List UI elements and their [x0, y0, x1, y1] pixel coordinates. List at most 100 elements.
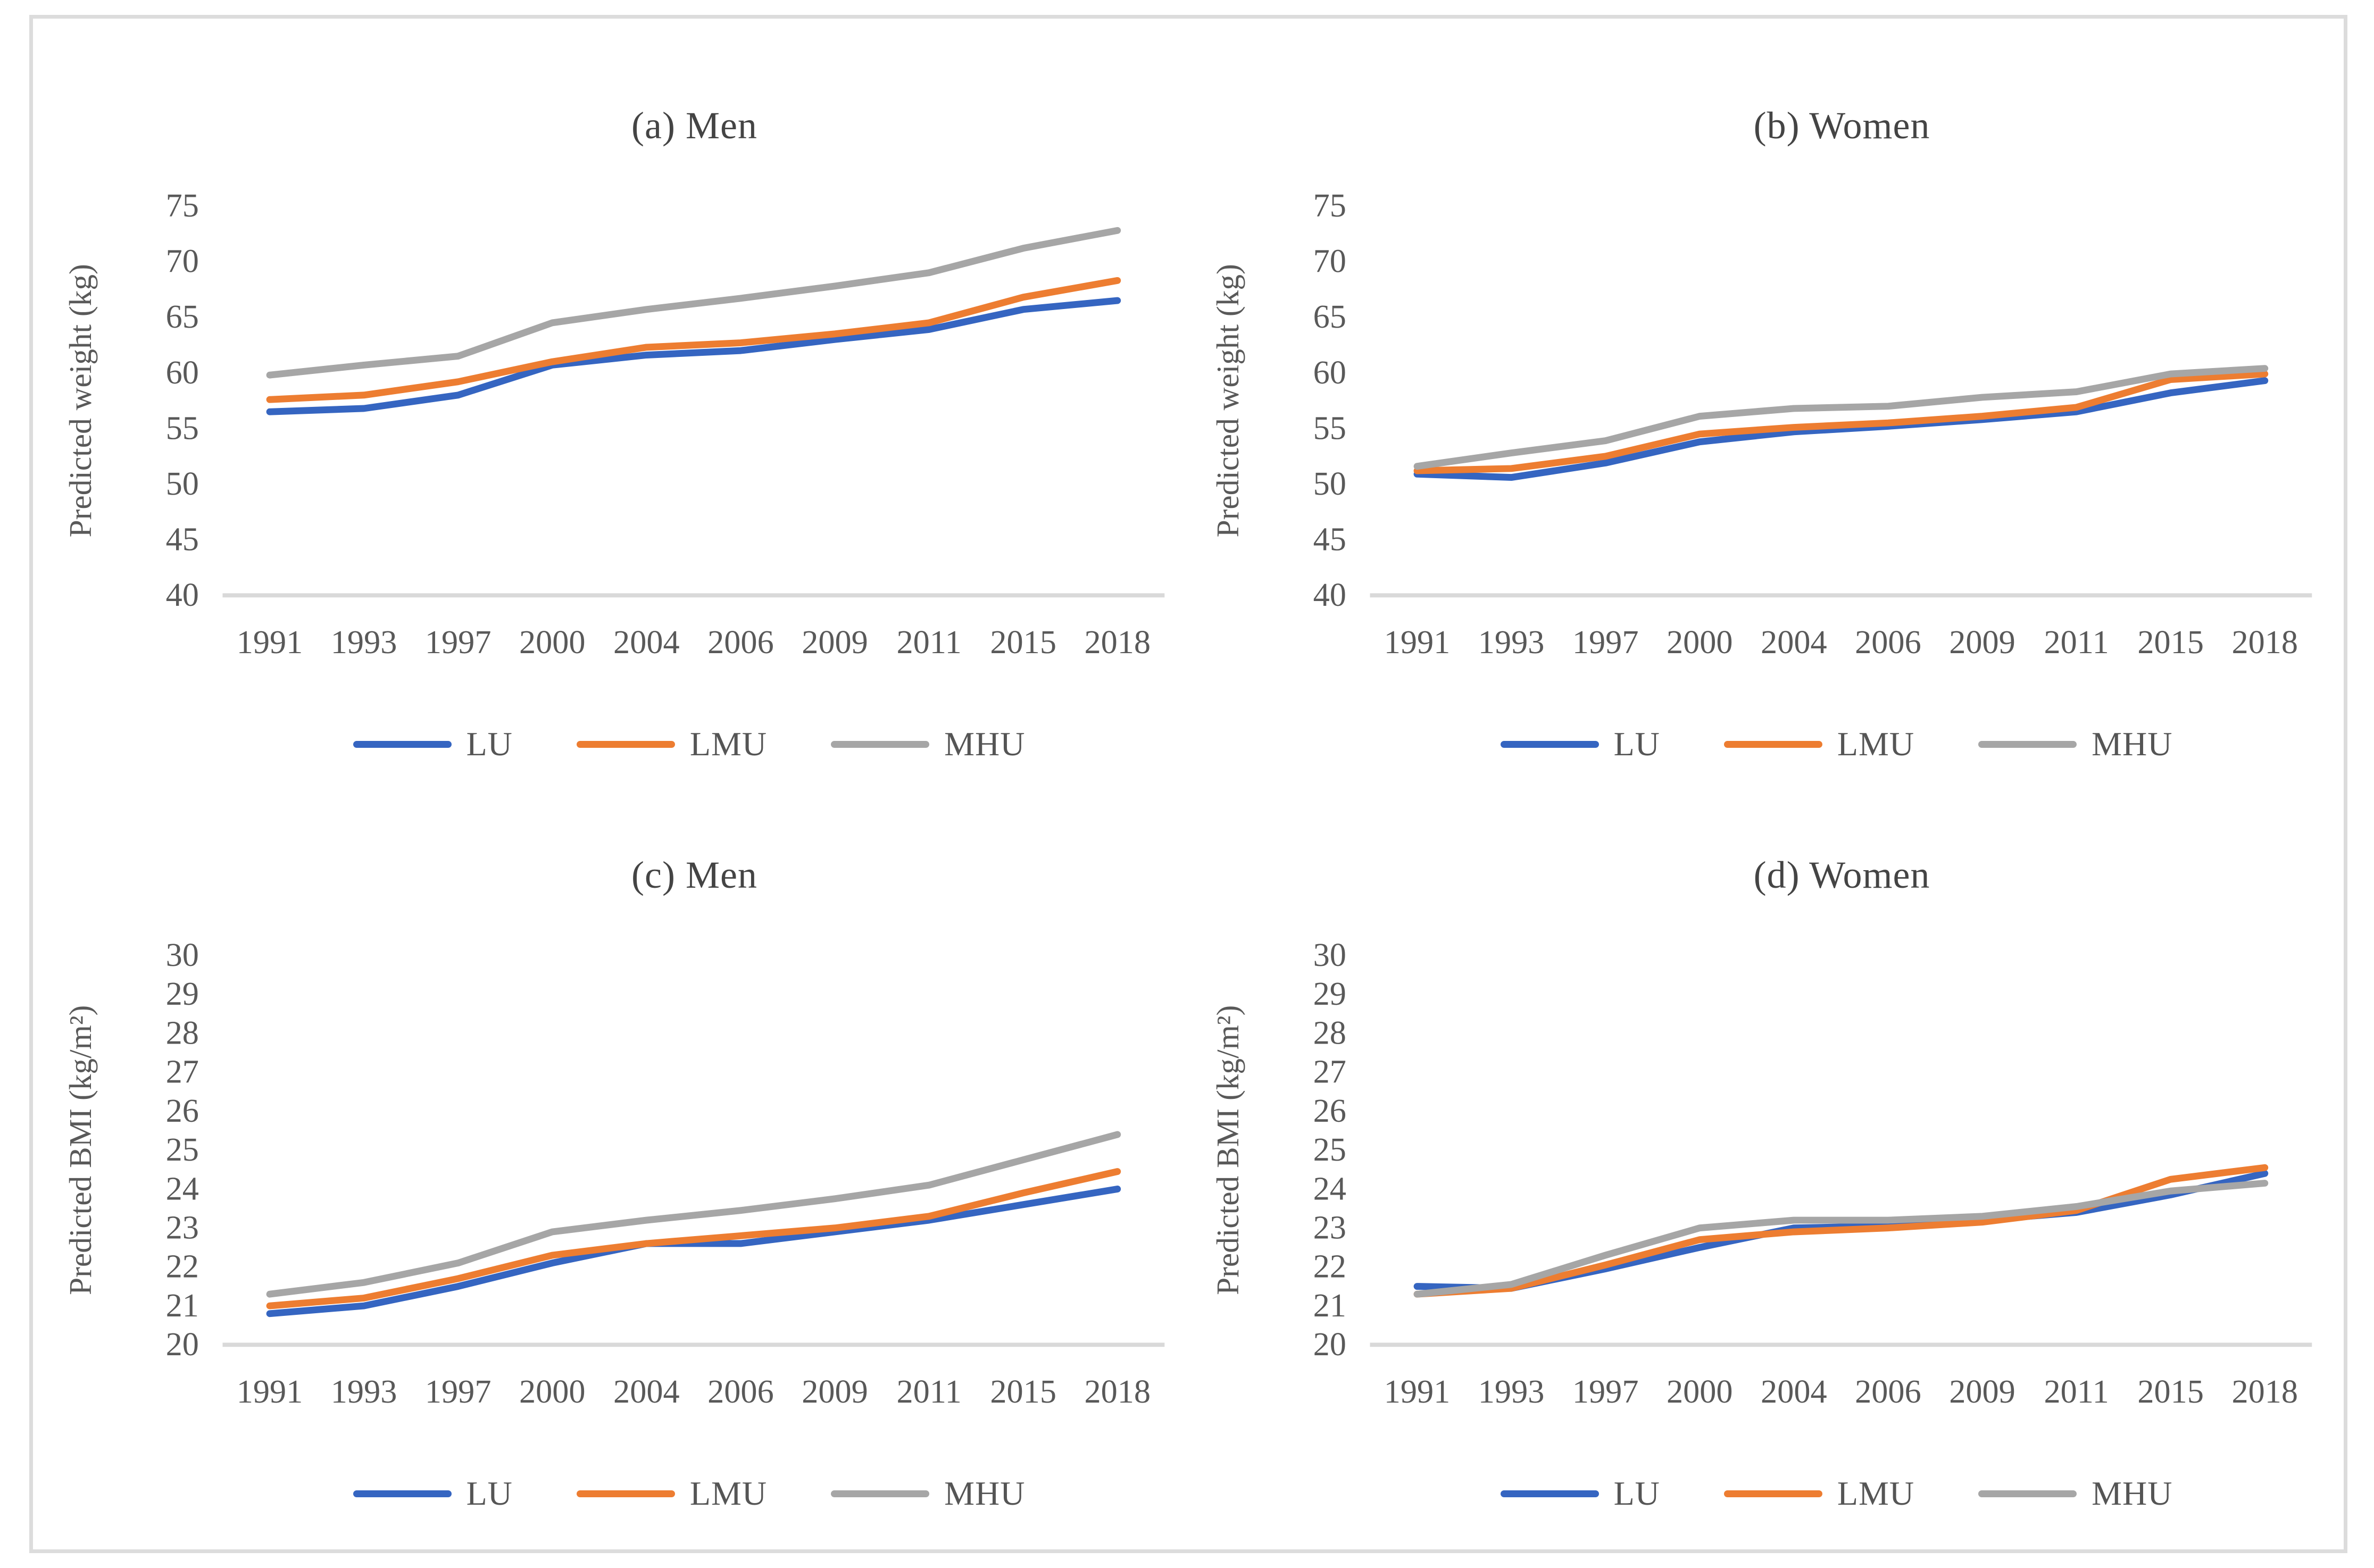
legend-label-lmu: LMU: [689, 725, 768, 763]
legend-item-lmu: LMU: [1723, 1474, 1915, 1513]
legend-label-lu: LU: [1613, 1474, 1660, 1513]
y-tick-label: 30: [166, 937, 199, 973]
x-tick-label: 2018: [1084, 624, 1151, 661]
panel-a-y-axis-title: Predicted weight (kg): [63, 264, 98, 537]
y-tick-label: 55: [166, 410, 199, 446]
x-tick-label: 2006: [1855, 1373, 1921, 1410]
legend-label-mhu: MHU: [2092, 1474, 2173, 1513]
y-tick-label: 40: [166, 577, 199, 613]
legend-label-lmu: LMU: [689, 1474, 768, 1513]
series-line-lu: [266, 1186, 1121, 1317]
x-tick-label: 2006: [1855, 624, 1921, 661]
x-tick-label: 2015: [2137, 624, 2204, 661]
panel-c: (c) Men Predicted BMI (kg/m²) 20 21 22 23 24…: [49, 789, 1180, 1533]
x-tick-label: 2004: [613, 624, 680, 661]
y-tick-label: 20: [1313, 1326, 1346, 1363]
panel-a: (a) Men Predicted weight (kg) 40 45 50 55 60…: [49, 40, 1180, 784]
y-tick-label: 28: [1313, 1014, 1346, 1051]
y-tick-label: 65: [166, 298, 199, 335]
x-tick-label: 2011: [896, 624, 961, 661]
panel-c-title: (c) Men: [631, 854, 757, 896]
legend-item-mhu: MHU: [1978, 724, 2172, 764]
legend-label-mhu: MHU: [2092, 725, 2173, 763]
legend-label-lu: LU: [466, 725, 513, 763]
panel-d-chart-area: Predicted BMI (kg/m²) 20 21 22 23 24 25 26 27 28…: [1196, 919, 2328, 1450]
x-tick-label: 2000: [519, 624, 586, 661]
x-tick-label: 2018: [2231, 624, 2298, 661]
legend-item-lu: LU: [1500, 724, 1660, 764]
legend-item-lmu: LMU: [576, 724, 768, 764]
x-tick-label: 1993: [331, 1373, 397, 1410]
y-tick-label: 60: [1313, 354, 1346, 391]
panel-a-title: (a) Men: [631, 104, 757, 147]
legend-label-mhu: MHU: [944, 725, 1026, 763]
panel-b-line-chart: Predicted weight (kg) 40 45 50 55 60 65 70 75 19…: [1210, 187, 2312, 661]
legend-label-mhu: MHU: [944, 1474, 1026, 1513]
y-tick-label: 45: [166, 521, 199, 558]
y-tick-label: 23: [1313, 1209, 1346, 1246]
y-tick-label: 60: [166, 354, 199, 391]
series-line-lmu: [1413, 1164, 2269, 1298]
y-tick-label: 29: [166, 975, 199, 1012]
legend-label-lmu: LMU: [1837, 1474, 1915, 1513]
x-tick-label: 2009: [1949, 1373, 2015, 1410]
y-tick-label: 75: [166, 187, 199, 224]
x-tick-label: 2006: [707, 624, 774, 661]
x-tick-label: 2004: [1761, 624, 1827, 661]
figure-frame: (a) Men Predicted weight (kg) 40 45 50 55 60…: [29, 15, 2347, 1553]
legend-line-swatch-lmu: [1723, 1490, 1822, 1497]
y-tick-label: 70: [1313, 243, 1346, 280]
series-line-mhu: [266, 227, 1121, 379]
legend-label-lu: LU: [466, 1474, 513, 1513]
y-tick-label: 24: [166, 1170, 199, 1207]
x-tick-label: 2009: [802, 1373, 868, 1410]
x-tick-label: 1997: [1572, 624, 1639, 661]
series-line-lmu: [1413, 370, 2269, 474]
x-tick-label: 1997: [425, 624, 492, 661]
panel-d-line-chart: Predicted BMI (kg/m²) 202122232425262728…: [1210, 937, 2312, 1410]
y-tick-label: 20: [166, 1326, 199, 1363]
y-tick-label: 21: [1313, 1287, 1346, 1324]
legend-line-swatch-lu: [353, 740, 452, 748]
x-tick-label: 2000: [1667, 1373, 1733, 1410]
x-tick-label: 1993: [331, 624, 397, 661]
y-tick-label: 55: [1313, 410, 1346, 446]
legend-line-swatch-lmu: [576, 1490, 675, 1497]
panel-a-line-chart: Predicted weight (kg) 40 45 50 55 60 65 70 75 19…: [63, 187, 1165, 661]
panel-d-title: (d) Women: [1753, 854, 1930, 896]
panel-b-title: (b) Women: [1753, 104, 1930, 147]
y-tick-label: 25: [166, 1131, 199, 1168]
y-tick-label: 70: [166, 243, 199, 280]
y-tick-label: 26: [1313, 1092, 1346, 1129]
x-tick-label: 2011: [2044, 1373, 2109, 1410]
x-tick-label: 2000: [519, 1373, 586, 1410]
y-tick-label: 50: [166, 465, 199, 502]
panel-a-legend: LU LMU MHU: [49, 724, 1180, 764]
x-tick-label: 2018: [1084, 1373, 1151, 1410]
x-tick-label: 1991: [1384, 1373, 1451, 1410]
legend-item-lmu: LMU: [576, 1474, 768, 1513]
legend-item-lu: LU: [1500, 1474, 1660, 1513]
series-line-mhu: [1413, 365, 2269, 470]
legend-item-lu: LU: [353, 1474, 513, 1513]
legend-item-lu: LU: [353, 724, 513, 764]
series-line-mhu: [266, 1131, 1121, 1298]
x-tick-label: 2015: [2137, 1373, 2204, 1410]
y-tick-label: 22: [1313, 1248, 1346, 1285]
legend-line-swatch-mhu: [1978, 1490, 2077, 1497]
y-tick-label: 22: [166, 1248, 199, 1285]
x-tick-label: 2018: [2231, 1373, 2298, 1410]
series-line-lmu: [266, 1168, 1121, 1310]
panel-b: (b) Women Predicted weight (kg) 40 45 50 55…: [1196, 40, 2328, 784]
panel-a-chart-area: Predicted weight (kg) 40 45 50 55 60 65 70 75 19…: [49, 169, 1180, 700]
x-tick-label: 1991: [1384, 624, 1451, 661]
y-tick-label: 26: [166, 1092, 199, 1129]
x-tick-label: 1991: [237, 1373, 303, 1410]
legend-line-swatch-lu: [1500, 1490, 1599, 1497]
x-tick-label: 1991: [237, 624, 303, 661]
legend-line-swatch-mhu: [831, 1490, 930, 1497]
x-tick-label: 2004: [1761, 1373, 1827, 1410]
x-tick-label: 1993: [1478, 1373, 1545, 1410]
panel-b-y-axis-title: Predicted weight (kg): [1210, 264, 1245, 537]
y-tick-label: 21: [166, 1287, 199, 1324]
